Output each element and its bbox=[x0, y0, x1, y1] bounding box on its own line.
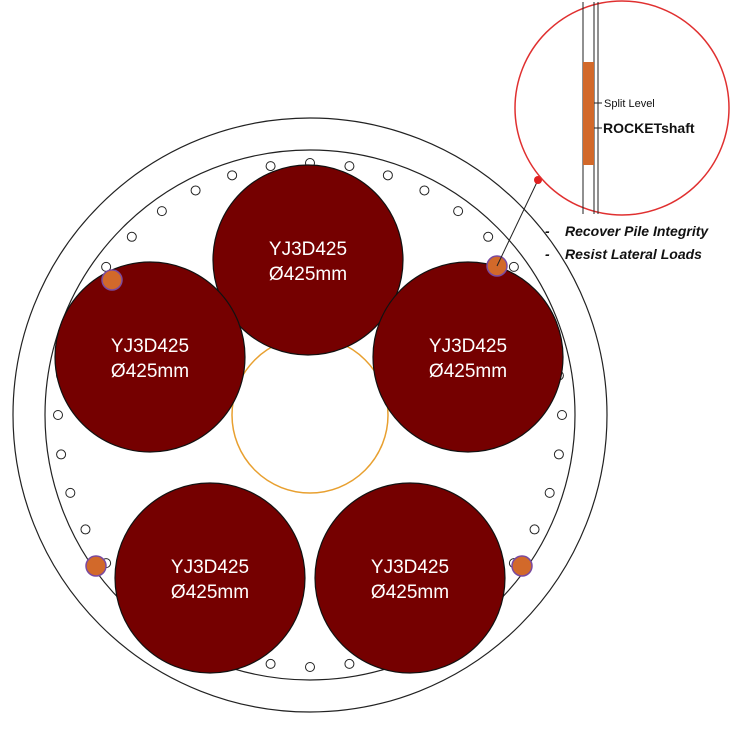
hole bbox=[483, 231, 494, 242]
hole bbox=[419, 185, 430, 196]
callout-circle bbox=[514, 0, 730, 216]
pile bbox=[54, 261, 246, 453]
hole bbox=[265, 161, 276, 172]
hole bbox=[227, 170, 238, 181]
core bbox=[231, 336, 389, 494]
hole bbox=[190, 185, 201, 196]
pile-diameter: Ø425mm bbox=[371, 582, 449, 603]
pile bbox=[114, 482, 306, 674]
hole bbox=[265, 658, 276, 669]
pile-name: YJ3D425 bbox=[429, 336, 507, 357]
product-label: ROCKETshaft bbox=[603, 120, 695, 136]
benefit: Recover Pile Integrity bbox=[565, 223, 709, 239]
hole bbox=[382, 170, 393, 181]
shaft bbox=[85, 555, 107, 577]
benefit: Resist Lateral Loads bbox=[565, 246, 702, 262]
hole bbox=[553, 449, 564, 460]
pile-diameter: Ø425mm bbox=[171, 582, 249, 603]
split-level-label: Split Level bbox=[604, 98, 655, 110]
pile-name: YJ3D425 bbox=[371, 557, 449, 578]
pile-diameter: Ø425mm bbox=[111, 361, 189, 382]
hole bbox=[53, 410, 63, 420]
callout-dot bbox=[534, 176, 542, 184]
pile bbox=[372, 261, 564, 453]
pile bbox=[314, 482, 506, 674]
shaft bbox=[101, 269, 123, 291]
pile-name: YJ3D425 bbox=[111, 336, 189, 357]
pile-name: YJ3D425 bbox=[269, 239, 347, 260]
callout: Split Level ROCKETshaft bbox=[514, 0, 730, 216]
benefits: - Recover Pile Integrity - Resist Latera… bbox=[545, 223, 709, 262]
hole bbox=[529, 524, 540, 535]
pile-diameter: Ø425mm bbox=[429, 361, 507, 382]
hole bbox=[126, 231, 137, 242]
callout-line bbox=[496, 179, 539, 267]
hole bbox=[65, 487, 76, 498]
bullet: - bbox=[545, 246, 550, 262]
hole bbox=[557, 410, 567, 420]
pile bbox=[212, 164, 404, 356]
hole bbox=[56, 449, 67, 460]
pile-diameter: Ø425mm bbox=[269, 264, 347, 285]
shaft bbox=[511, 555, 533, 577]
piles: YJ3D425 Ø425mm YJ3D425 Ø425mm YJ3D425 Ø425mm Y… bbox=[54, 164, 564, 674]
hole bbox=[544, 487, 555, 498]
hole bbox=[508, 261, 519, 272]
hole bbox=[453, 206, 464, 217]
hole bbox=[344, 161, 355, 172]
pile-name: YJ3D425 bbox=[171, 557, 249, 578]
shaft-section bbox=[583, 62, 594, 165]
hole bbox=[305, 662, 315, 672]
hole bbox=[156, 206, 167, 217]
bullet: - bbox=[545, 223, 550, 239]
hole bbox=[80, 524, 91, 535]
hole bbox=[344, 658, 355, 669]
